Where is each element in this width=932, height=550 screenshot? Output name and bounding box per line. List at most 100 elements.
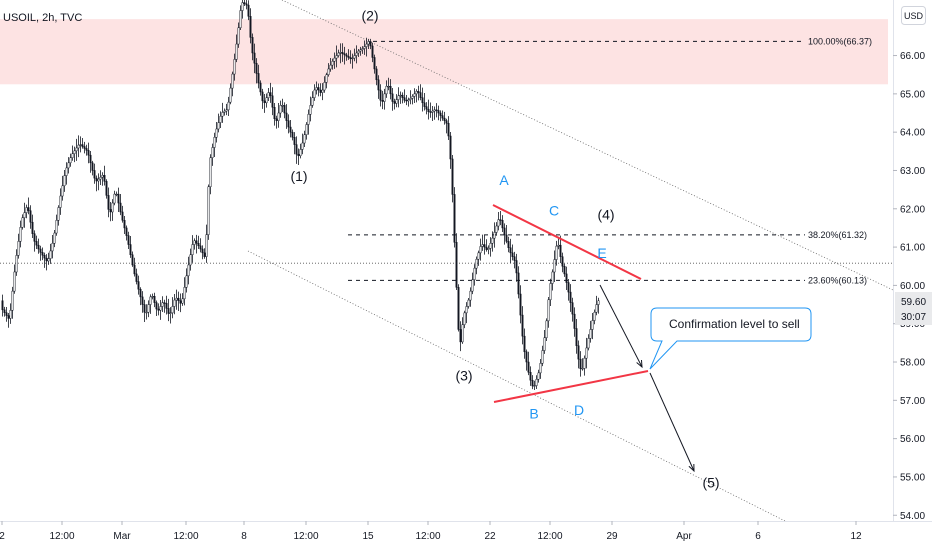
candle: [285, 104, 288, 129]
candle: [331, 58, 334, 70]
candle: [1, 294, 4, 317]
candle: [553, 250, 556, 282]
candle: [31, 214, 34, 238]
candle: [323, 76, 326, 93]
candle: [471, 272, 474, 295]
candle: [473, 264, 476, 286]
candle: [443, 111, 446, 125]
candle: [19, 220, 22, 248]
channel-lower-line: [247, 250, 786, 522]
candle: [77, 135, 80, 158]
candle: [325, 72, 328, 89]
candle: [233, 53, 236, 81]
abc-label: C: [549, 203, 559, 219]
wave-label: (2): [361, 7, 378, 23]
candle: [465, 302, 468, 324]
svg-text:30:07: 30:07: [901, 312, 926, 323]
candle: [265, 93, 268, 108]
candle: [105, 179, 108, 199]
candle: [191, 235, 194, 263]
candle: [503, 223, 506, 245]
candle: [131, 251, 134, 267]
candle: [211, 143, 214, 166]
candle: [355, 45, 358, 64]
candle: [5, 307, 8, 322]
candle: [447, 116, 450, 141]
candle: [315, 81, 318, 95]
candle: [135, 268, 138, 285]
candle: [437, 105, 440, 121]
candle: [185, 268, 188, 293]
candle: [245, 0, 248, 10]
candle: [69, 153, 72, 167]
candle: [559, 235, 562, 264]
candle: [343, 46, 346, 65]
candle: [491, 231, 494, 252]
candle: [415, 89, 418, 103]
wave-label: (3): [455, 367, 472, 383]
time-axis[interactable]: 2 12:00 Mar 12:00 8 12:00 15 12:00 22 12:00 29 Apr 6…: [0, 521, 862, 542]
candle: [289, 119, 292, 138]
price-tick-label: 57.00: [900, 396, 925, 407]
candle: [401, 92, 404, 104]
candle: [259, 80, 262, 96]
candle: [67, 157, 70, 174]
candle: [321, 83, 324, 101]
candle: [267, 87, 270, 101]
candle: [573, 307, 576, 337]
projection-arrow-down: [599, 284, 643, 369]
candle: [159, 300, 162, 320]
fib-level-label: 100.00%(66.37): [808, 36, 872, 46]
candle: [597, 297, 600, 314]
time-tick-label: 12:00: [537, 531, 562, 542]
candle: [237, 22, 240, 48]
callout-annotation[interactable]: Confirmation level to sell: [649, 307, 812, 370]
candle: [567, 278, 570, 301]
candle: [49, 243, 52, 264]
candle: [585, 337, 588, 369]
price-tick-label: 55.00: [900, 472, 925, 483]
candle: [223, 108, 226, 116]
candle: [575, 318, 578, 354]
candle: [33, 230, 36, 252]
currency-button[interactable]: USD: [901, 6, 926, 25]
candle: [531, 375, 534, 390]
candle: [557, 237, 560, 250]
abc-label: D: [574, 402, 584, 418]
candle: [483, 235, 486, 255]
candle: [125, 225, 128, 241]
candle: [377, 75, 380, 99]
candle: [113, 190, 116, 206]
candle: [527, 351, 530, 376]
candle: [227, 96, 230, 117]
candle: [13, 264, 16, 294]
symbol-title: USOIL, 2h, TVC: [3, 12, 82, 24]
candle: [199, 238, 202, 253]
candle: [277, 102, 280, 128]
candle: [569, 284, 572, 312]
candle: [555, 240, 558, 266]
candle: [219, 111, 222, 129]
candle: [193, 238, 196, 250]
candle: [551, 269, 554, 291]
candle: [467, 298, 470, 309]
candle: [345, 52, 348, 61]
candle: [301, 133, 304, 155]
candle: [351, 53, 354, 69]
candle: [55, 214, 58, 236]
candle: [523, 328, 526, 359]
candle: [59, 188, 62, 215]
candle: [71, 145, 74, 161]
candle: [419, 84, 422, 101]
candle: [177, 291, 180, 311]
candle: [505, 225, 508, 244]
candle: [93, 163, 96, 184]
candle: [283, 102, 286, 119]
wave-label: (1): [290, 168, 307, 184]
triangle-upper-line: [492, 204, 642, 280]
candle: [317, 83, 320, 97]
candle: [393, 98, 396, 110]
candle: [595, 295, 598, 316]
candle: [253, 43, 256, 74]
